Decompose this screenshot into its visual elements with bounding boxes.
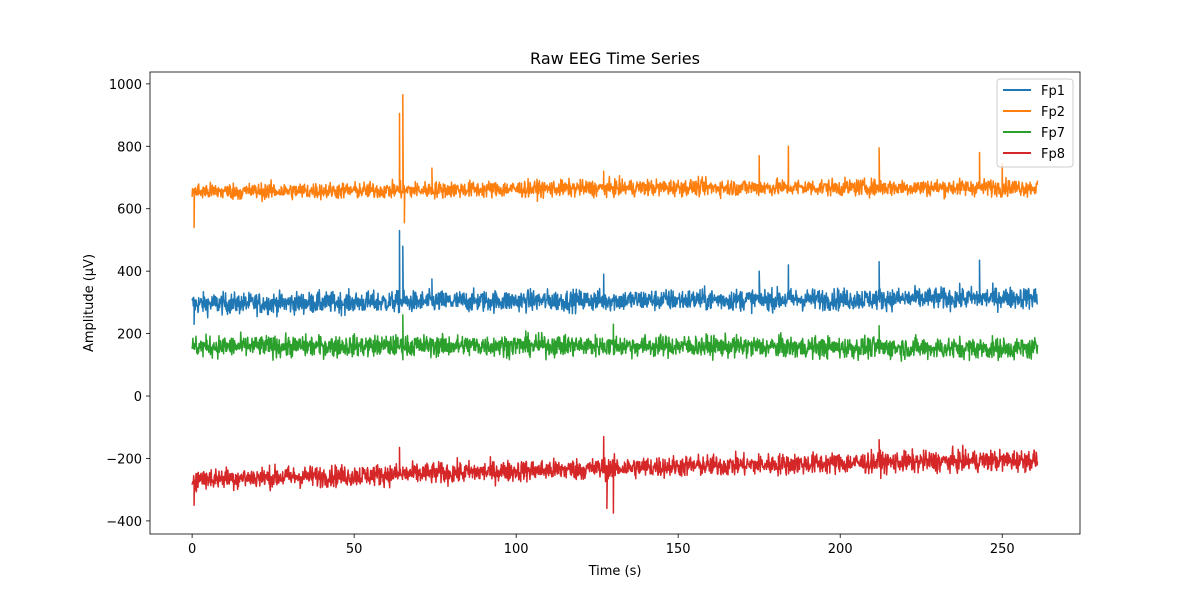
axes-frame [149, 71, 1081, 535]
legend-label: Fp1 [1041, 84, 1065, 99]
series-line-fp2 [191, 94, 1039, 229]
legend-label: Fp7 [1041, 126, 1065, 141]
y-tick-label: 0 [134, 390, 142, 405]
y-tick-label: 400 [117, 265, 142, 280]
y-tick-label: 1000 [109, 78, 142, 93]
chart-title: Raw EEG Time Series [530, 49, 700, 68]
series-line-fp1 [191, 229, 1039, 325]
y-tick-label: −400 [106, 515, 142, 530]
x-axis-label: Time (s) [588, 564, 642, 579]
y-axis: −400 −200 0 200 400 600 800 1000 [106, 78, 150, 530]
series-layer [191, 94, 1039, 514]
x-tick-label: 50 [346, 542, 363, 557]
x-axis: 0 50 100 150 200 250 [188, 534, 1015, 557]
series-line-fp8 [191, 435, 1039, 514]
legend-box [996, 78, 1074, 168]
x-tick-label: 100 [504, 542, 529, 557]
series-line-fp7 [191, 314, 1039, 362]
y-tick-label: −200 [106, 452, 142, 467]
y-tick-label: 800 [117, 140, 142, 155]
x-tick-label: 150 [666, 542, 691, 557]
x-tick-label: 250 [990, 542, 1015, 557]
legend: Fp1 Fp2 Fp7 Fp8 [996, 78, 1074, 168]
x-tick-label: 0 [188, 542, 196, 557]
legend-label: Fp8 [1041, 147, 1065, 162]
y-tick-label: 600 [117, 203, 142, 218]
y-axis-label: Amplitude (µV) [82, 254, 97, 352]
y-tick-label: 200 [117, 328, 142, 343]
legend-label: Fp2 [1041, 105, 1065, 120]
x-tick-label: 200 [828, 542, 853, 557]
